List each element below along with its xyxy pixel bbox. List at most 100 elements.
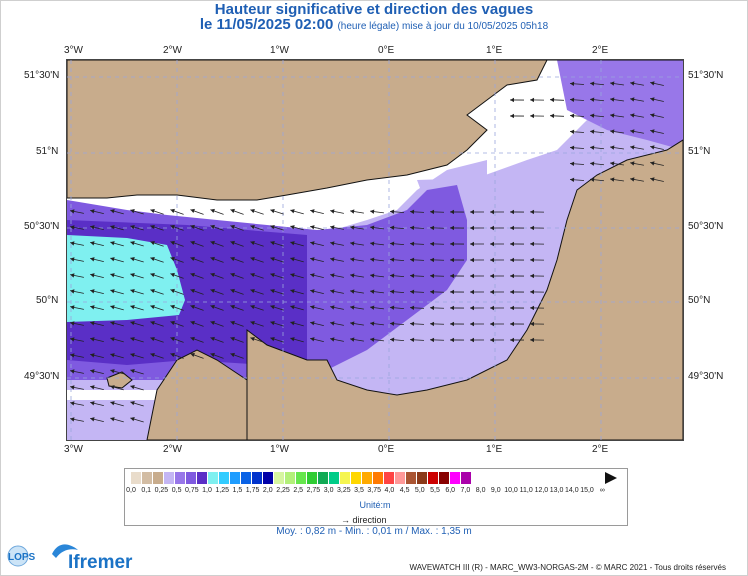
wave-arrow [270, 289, 284, 295]
wave-arrow [310, 305, 324, 311]
wave-arrow [210, 256, 224, 263]
legend-swatch [197, 472, 208, 484]
wave-arrow [569, 81, 585, 86]
wave-arrow [389, 321, 405, 326]
wave-arrow [529, 305, 545, 311]
legend-tick-label: 1,25 [215, 487, 229, 494]
legend-swatch [340, 472, 351, 484]
wave-arrow [90, 225, 104, 230]
wave-arrow [310, 209, 324, 215]
wave-arrow [110, 225, 124, 231]
wave-arrow [150, 272, 164, 279]
wave-arrow [489, 305, 505, 311]
wave-arrow [409, 273, 425, 279]
wave-arrow [90, 385, 104, 390]
wave-arrow [90, 289, 104, 294]
wave-arrow [310, 241, 324, 247]
wave-arrow [489, 337, 505, 343]
wave-arrow [290, 273, 304, 279]
wave-arrow [270, 321, 284, 327]
wave-arrow [429, 337, 445, 343]
legend-labels: 0,0 0,1 0,25 0,5 0,75 1,0 1,25 1,5 1,75 2,0 2,25 2,… [125, 487, 625, 497]
wave-map[interactable] [66, 59, 684, 441]
wave-arrow [330, 241, 344, 246]
wave-arrow [389, 257, 405, 262]
wave-arrow [210, 224, 224, 231]
wave-arrow [90, 369, 104, 374]
wave-arrow [170, 304, 184, 311]
wave-arrow [509, 273, 525, 279]
wave-arrow [190, 336, 204, 343]
wave-arrow [250, 224, 264, 231]
legend-tick-label: 9,0 [490, 487, 501, 494]
wave-arrow [529, 225, 545, 231]
wave-arrow [469, 305, 485, 311]
wave-arrow [250, 208, 264, 215]
wave-arrow [610, 113, 624, 118]
wave-arrow [509, 321, 525, 327]
wave-arrow [370, 257, 384, 262]
legend-overflow-arrow [605, 472, 617, 484]
wave-arrow [90, 305, 104, 310]
wave-arrow [330, 273, 344, 278]
wave-arrow [630, 161, 644, 166]
legend-tick-label: 3,0 [323, 487, 334, 494]
wave-arrow [250, 240, 264, 247]
wave-arrow [409, 257, 425, 263]
legend-swatch [263, 472, 274, 484]
legend-swatch [208, 472, 219, 484]
wave-arrow [389, 273, 405, 278]
legend-tick-label: 3,25 [336, 487, 351, 494]
wave-arrow [589, 113, 605, 118]
wave-arrow [90, 417, 104, 422]
wave-arrow [330, 209, 344, 214]
wave-arrow [370, 241, 384, 246]
stats-line: Moy. : 0,82 m - Min. : 0,01 m / Max. : 1… [276, 526, 472, 537]
legend-tick-label: 5,5 [430, 487, 440, 494]
wave-arrow [190, 352, 204, 359]
wave-arrow [509, 241, 525, 247]
legend-tick-label: 1,5 [232, 487, 243, 494]
wave-arrow [210, 272, 224, 279]
wave-arrow [509, 337, 525, 343]
wave-arrow [130, 209, 144, 215]
wave-arrow [429, 225, 445, 231]
wave-arrow [230, 288, 244, 295]
wave-arrow [230, 224, 244, 231]
legend-direction: → direction [341, 515, 387, 525]
wave-arrow [210, 320, 224, 327]
wave-arrow [310, 257, 324, 263]
legend-swatch [450, 472, 461, 484]
wave-arrow [630, 145, 644, 150]
legend-unit: Unité:m [359, 500, 391, 510]
legend-tick-label: 4,5 [399, 487, 410, 494]
wave-arrow [190, 240, 204, 247]
wave-arrow [130, 225, 144, 231]
wave-arrow [409, 337, 425, 343]
wave-arrow [290, 241, 304, 247]
wave-arrow [409, 305, 425, 311]
legend-tick-label: 4,0 [384, 487, 395, 494]
direction-arrow-icon: → [341, 515, 350, 525]
wave-arrow [130, 241, 144, 247]
lon-label-top: 2°E [592, 45, 609, 56]
wave-arrow [150, 352, 164, 359]
lat-label-left: 51°N [36, 146, 59, 157]
wave-arrow [489, 209, 505, 215]
wave-arrow [130, 321, 144, 327]
wave-arrow [270, 337, 284, 343]
sea-cyan-patch [67, 235, 185, 322]
legend-tick-label: 5,0 [414, 487, 425, 494]
wave-arrow [409, 289, 425, 295]
legend-tick-label: ∞ [599, 487, 605, 494]
wave-arrow [489, 289, 505, 295]
lon-label-bottom: 2°E [592, 444, 609, 455]
legend-swatch [373, 472, 384, 484]
wave-arrow [170, 288, 184, 295]
legend-tick-label: 3,75 [367, 487, 381, 494]
wave-arrow [630, 81, 644, 86]
wave-arrow [250, 272, 264, 279]
legend-tick-label: 0,5 [171, 487, 182, 494]
wave-arrow [250, 320, 264, 327]
wave-arrow [529, 321, 545, 327]
